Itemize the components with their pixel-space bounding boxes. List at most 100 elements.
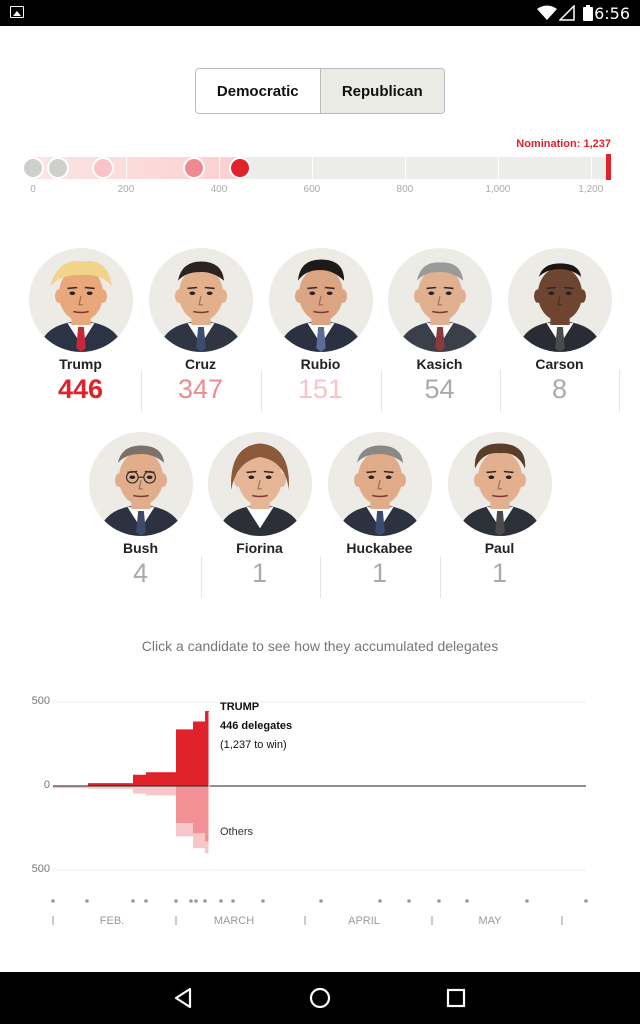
progress-dot-trump[interactable] <box>229 157 252 179</box>
progress-dot-rubio[interactable] <box>92 157 115 179</box>
candidate-paul[interactable]: Paul 1 <box>440 432 559 589</box>
trump-label-to-win: (1,237 to win) <box>220 739 287 751</box>
month-may: MAY <box>478 915 502 927</box>
primary-date-dot <box>194 899 198 903</box>
others-bar <box>133 786 146 794</box>
candidate-divider <box>201 556 202 598</box>
candidate-divider <box>381 370 382 412</box>
candidate-trump[interactable]: Trump 446 <box>21 248 140 405</box>
back-icon[interactable] <box>172 986 194 1010</box>
candidate-bush[interactable]: Bush 4 <box>81 432 200 589</box>
primary-date-dot <box>219 899 223 903</box>
month-march: MARCH <box>213 915 255 927</box>
others-core-bar <box>176 786 193 823</box>
portrait-paul <box>447 432 552 536</box>
progress-gridline <box>590 157 592 179</box>
primary-date-dot <box>584 899 588 903</box>
delegate-accumulation-chart[interactable] <box>0 680 640 940</box>
primary-date-dot <box>437 899 441 903</box>
progress-gridline <box>218 157 220 179</box>
candidate-carson[interactable]: Carson 8 <box>500 248 619 405</box>
candidate-name: Paul <box>484 540 515 556</box>
candidate-divider <box>141 370 142 412</box>
portrait-kasich <box>387 248 492 352</box>
progress-axis-label: 1,200 <box>578 184 604 195</box>
trump-bar <box>133 774 146 786</box>
candidate-name: Cruz <box>184 356 217 372</box>
primary-date-dot <box>85 899 89 903</box>
trump-bar <box>176 729 193 786</box>
candidate-rubio[interactable]: Rubio 151 <box>261 248 380 405</box>
trump-bar <box>205 711 209 786</box>
trump-label-delegates: 446 delegates <box>220 720 293 732</box>
progress-axis-label: 1,000 <box>485 184 511 195</box>
wifi-icon <box>537 5 557 20</box>
progress-axis-label: 200 <box>117 184 135 195</box>
primary-date-dot <box>378 899 382 903</box>
y-label-zero: 0 <box>43 779 50 791</box>
candidate-name: Trump <box>59 356 102 372</box>
candidate-kasich[interactable]: Kasich 54 <box>380 248 499 405</box>
nomination-marker <box>606 154 611 180</box>
republican-tab[interactable]: Republican <box>320 69 444 113</box>
candidate-divider <box>320 556 321 598</box>
chart-hint: Click a candidate to see how they accumu… <box>141 638 499 654</box>
y-label-top: 500 <box>31 695 50 707</box>
home-icon[interactable] <box>308 986 332 1010</box>
primary-date-dot <box>144 899 148 903</box>
progress-gridline <box>497 157 499 179</box>
progress-dot-cruz[interactable] <box>183 157 206 179</box>
trump-bar <box>146 772 176 786</box>
candidate-divider <box>500 370 501 412</box>
progress-axis-label: 600 <box>303 184 321 195</box>
portrait-fiorina <box>207 432 312 536</box>
others-bar <box>146 786 176 796</box>
primary-date-dot <box>231 899 235 903</box>
recents-icon[interactable] <box>445 986 467 1010</box>
delegate-count: 8 <box>551 374 568 404</box>
portrait-trump <box>28 248 133 352</box>
nomination-label: Nomination: 1,237 <box>516 138 611 150</box>
primary-date-dot <box>319 899 323 903</box>
primary-date-dot <box>203 899 207 903</box>
others-core-bar <box>193 786 205 834</box>
portrait-rubio <box>268 248 373 352</box>
progress-axis-label: 0 <box>30 184 36 195</box>
trump-bar <box>88 783 133 786</box>
portrait-cruz <box>148 248 253 352</box>
candidate-divider <box>619 370 620 412</box>
candidate-name: Carson <box>535 356 584 372</box>
image-icon <box>10 6 24 18</box>
progress-dot-paul[interactable] <box>22 157 45 179</box>
candidate-divider <box>261 370 262 412</box>
delegate-count: 151 <box>297 374 344 404</box>
primary-date-dot <box>261 899 265 903</box>
others-bar <box>53 786 88 789</box>
others-core-bar <box>205 786 209 842</box>
progress-axis-label: 800 <box>396 184 414 195</box>
progress-gridline <box>125 157 127 179</box>
delegate-count: 1 <box>491 558 508 588</box>
delegate-count: 54 <box>424 374 455 404</box>
candidate-cruz[interactable]: Cruz 347 <box>141 248 260 405</box>
progress-gridline <box>311 157 313 179</box>
candidate-name: Bush <box>123 540 158 556</box>
delegate-count: 1 <box>251 558 268 588</box>
democratic-tab[interactable]: Democratic <box>196 69 321 113</box>
primary-date-dot <box>51 899 55 903</box>
others-bar <box>88 786 133 789</box>
primary-date-dot <box>174 899 178 903</box>
portrait-huckabee <box>327 432 432 536</box>
candidate-name: Rubio <box>300 356 341 372</box>
nav-bar <box>0 972 640 1024</box>
delegate-count: 347 <box>177 374 224 404</box>
portrait-carson <box>507 248 612 352</box>
candidate-name: Fiorina <box>236 540 283 556</box>
primary-date-dot <box>407 899 411 903</box>
candidate-huckabee[interactable]: Huckabee 1 <box>320 432 439 589</box>
trump-bar <box>193 721 205 786</box>
primary-date-dot <box>465 899 469 903</box>
trump-chart-label: TRUMP 446 delegates (1,237 to win) <box>220 698 292 755</box>
progress-dot-carson[interactable] <box>47 157 70 179</box>
candidate-fiorina[interactable]: Fiorina 1 <box>200 432 319 589</box>
